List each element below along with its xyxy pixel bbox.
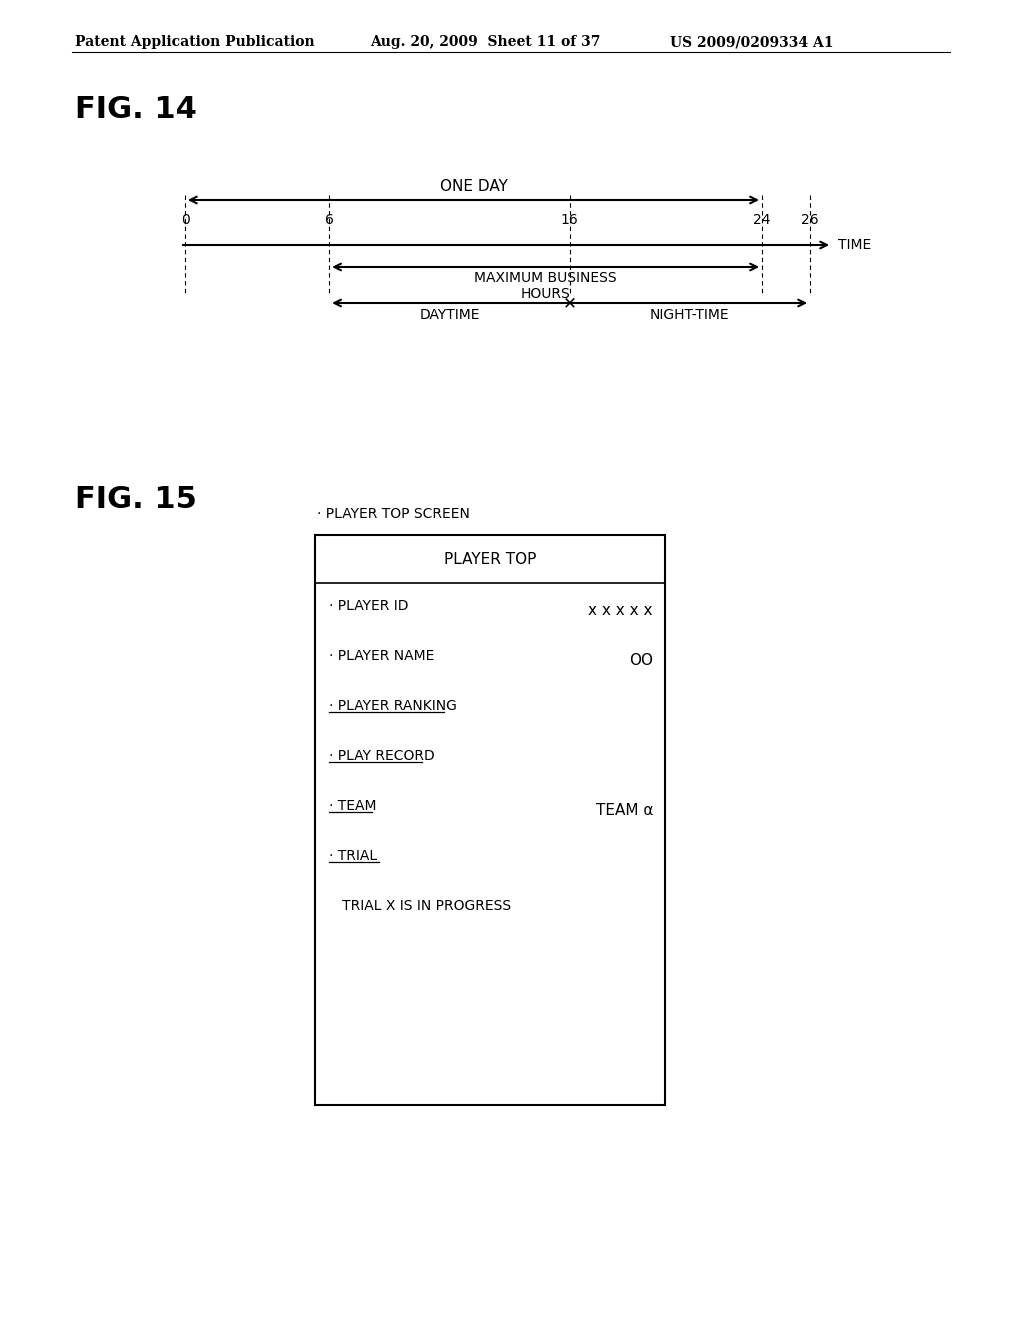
Text: · PLAY RECORD: · PLAY RECORD bbox=[329, 748, 435, 763]
Text: · TEAM: · TEAM bbox=[329, 799, 377, 813]
Text: TRIAL X IS IN PROGRESS: TRIAL X IS IN PROGRESS bbox=[329, 899, 511, 913]
Text: · PLAYER TOP SCREEN: · PLAYER TOP SCREEN bbox=[317, 507, 470, 521]
Text: ONE DAY: ONE DAY bbox=[439, 180, 508, 194]
Text: · PLAYER NAME: · PLAYER NAME bbox=[329, 649, 434, 663]
Text: 24: 24 bbox=[754, 213, 771, 227]
Text: US 2009/0209334 A1: US 2009/0209334 A1 bbox=[670, 36, 834, 49]
Text: · TRIAL: · TRIAL bbox=[329, 849, 377, 863]
Text: Patent Application Publication: Patent Application Publication bbox=[75, 36, 314, 49]
Text: · PLAYER RANKING: · PLAYER RANKING bbox=[329, 700, 457, 713]
Text: TEAM α: TEAM α bbox=[596, 803, 653, 818]
Text: OO: OO bbox=[629, 653, 653, 668]
Text: MAXIMUM BUSINESS
HOURS: MAXIMUM BUSINESS HOURS bbox=[474, 271, 616, 301]
Text: DAYTIME: DAYTIME bbox=[419, 308, 479, 322]
Text: x x x x x: x x x x x bbox=[589, 603, 653, 618]
Text: 6: 6 bbox=[325, 213, 334, 227]
Text: FIG. 15: FIG. 15 bbox=[75, 484, 197, 513]
Text: NIGHT-TIME: NIGHT-TIME bbox=[650, 308, 730, 322]
Text: PLAYER TOP: PLAYER TOP bbox=[443, 552, 537, 566]
Bar bbox=[315, 535, 665, 1105]
Text: ✕: ✕ bbox=[562, 294, 577, 312]
Text: 26: 26 bbox=[801, 213, 819, 227]
Text: Aug. 20, 2009  Sheet 11 of 37: Aug. 20, 2009 Sheet 11 of 37 bbox=[370, 36, 600, 49]
Text: FIG. 14: FIG. 14 bbox=[75, 95, 197, 124]
Text: TIME: TIME bbox=[838, 238, 871, 252]
Text: 0: 0 bbox=[180, 213, 189, 227]
Text: · PLAYER ID: · PLAYER ID bbox=[329, 599, 409, 612]
Text: 16: 16 bbox=[561, 213, 579, 227]
